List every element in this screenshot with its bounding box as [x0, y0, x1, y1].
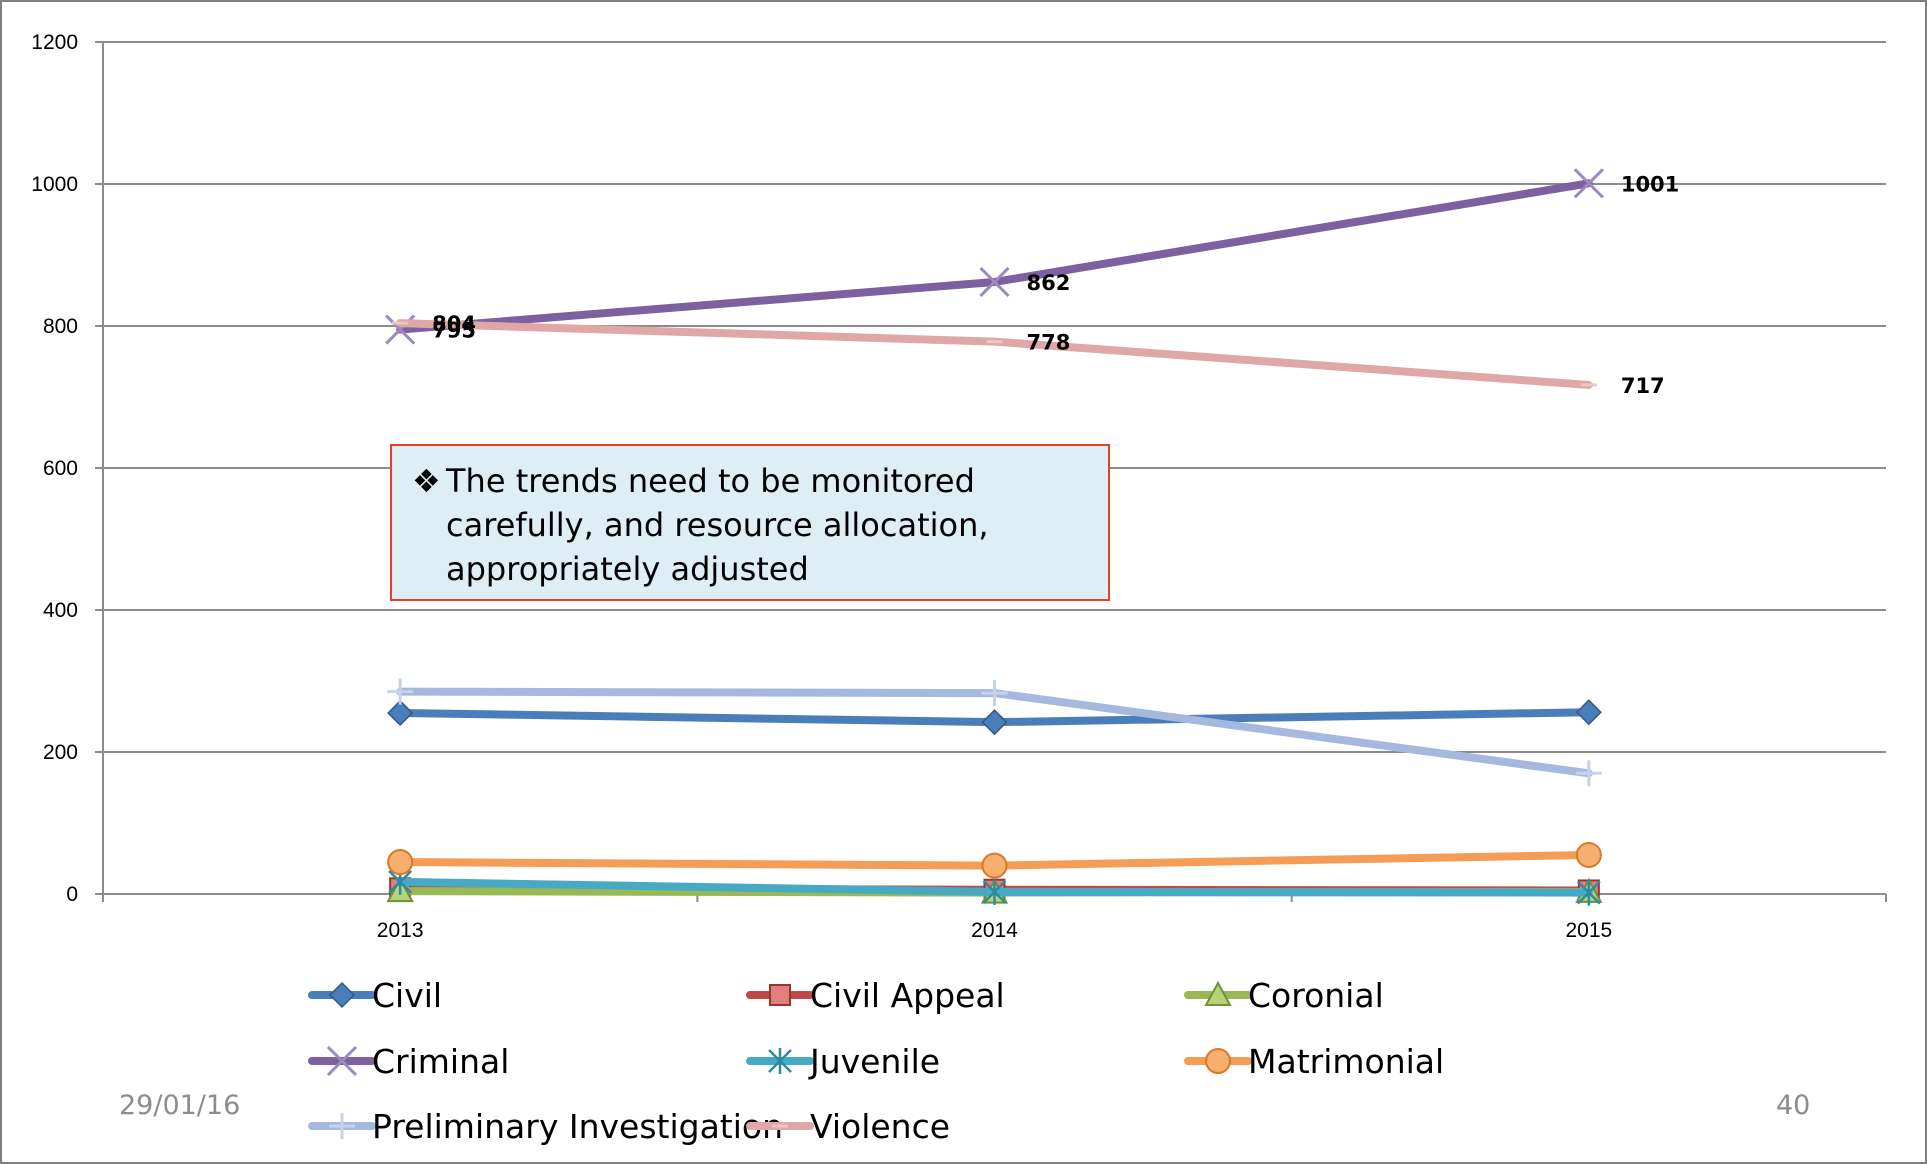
y-tick-label: 200: [43, 741, 78, 764]
data-label-criminal: 1001: [1621, 172, 1679, 196]
legend-label-juvenile: Juvenile: [808, 1042, 940, 1081]
legend-marker-juvenile: [768, 1048, 792, 1074]
note-box-background: [390, 444, 1110, 601]
data-labels: 795 862 1001 804 778 717: [432, 172, 1679, 398]
data-label-criminal: 862: [1027, 271, 1071, 295]
note-line-2: carefully, and resource allocation,: [446, 506, 989, 544]
series-matrimonial: [387, 841, 1602, 879]
legend-item-violence: Violence: [746, 1107, 950, 1146]
legend: Civil Civil Appeal Coronial Criminal Juvenil…: [308, 976, 1444, 1146]
point-matrimonial: [387, 849, 414, 876]
point-juvenile: [982, 878, 1007, 905]
point-preliminary-investigation: [387, 678, 414, 705]
point-criminal-stroke: [1573, 168, 1604, 199]
legend-marker-civil: [328, 981, 356, 1009]
legend-label-civil-appeal: Civil Appeal: [810, 976, 1005, 1015]
point-civil: [1575, 699, 1602, 726]
data-label-violence: 778: [1027, 331, 1071, 355]
y-tick-label: 1200: [31, 31, 78, 54]
legend-item-criminal: Criminal: [308, 1042, 509, 1081]
footer-page-number: 40: [1776, 1090, 1810, 1121]
legend-label-coronial: Coronial: [1248, 976, 1384, 1015]
legend-item-civil-appeal: Civil Appeal: [746, 976, 1005, 1015]
point-matrimonial: [981, 852, 1008, 879]
footer-date: 29/01/16: [119, 1090, 240, 1121]
legend-label-violence: Violence: [810, 1107, 950, 1146]
note-bullet-icon: ❖: [412, 462, 441, 500]
legend-item-juvenile: Juvenile: [746, 1042, 940, 1081]
point-criminal-stroke: [979, 266, 1010, 298]
legend-marker-matrimonial: [1205, 1048, 1231, 1074]
point-criminal: [979, 266, 1010, 298]
point-juvenile: [1576, 879, 1601, 906]
series-lines: [385, 168, 1604, 906]
point-matrimonial: [1575, 841, 1602, 868]
y-tick-label: 600: [43, 457, 78, 480]
legend-marker-criminal-stroke: [326, 1045, 358, 1077]
x-tick-label: 2015: [1565, 919, 1612, 942]
y-tick-label: 1000: [31, 173, 78, 196]
legend-item-coronial: Coronial: [1184, 976, 1384, 1015]
point-preliminary-investigation: [1575, 760, 1602, 787]
series-preliminary-investigation: [387, 678, 1602, 787]
legend-marker-preliminary-investigation: [329, 1113, 355, 1139]
legend-label-matrimonial: Matrimonial: [1248, 1042, 1444, 1081]
legend-marker-criminal: [326, 1045, 358, 1077]
y-tick-label: 400: [43, 599, 78, 622]
x-tick-label: 2013: [377, 919, 424, 942]
data-label-criminal: 795: [432, 319, 476, 343]
y-tick-label: 800: [43, 315, 78, 338]
series-violence: [392, 319, 1597, 389]
note-box: ❖ The trends need to be monitored carefu…: [390, 444, 1110, 601]
x-tick-label: 2014: [971, 919, 1018, 942]
y-tick-label: 0: [66, 883, 78, 906]
legend-marker-civil-appeal: [769, 984, 791, 1006]
series-juvenile: [388, 868, 1601, 906]
legend-item-matrimonial: Matrimonial: [1184, 1042, 1444, 1081]
point-civil: [981, 709, 1008, 736]
series-civil: [387, 699, 1602, 736]
legend-item-preliminary-investigation: Preliminary Investigation: [308, 1107, 783, 1146]
legend-item-civil: Civil: [308, 976, 442, 1015]
data-label-violence: 717: [1621, 374, 1665, 398]
data-label-violence: 804: [432, 312, 476, 336]
note-line-3: appropriately adjusted: [446, 550, 809, 588]
legend-marker-coronial: [1204, 980, 1232, 1006]
legend-label-criminal: Criminal: [372, 1042, 509, 1081]
series-criminal: [385, 168, 1604, 345]
point-criminal: [1573, 168, 1604, 199]
legend-label-civil: Civil: [372, 976, 442, 1015]
point-civil: [387, 699, 414, 727]
point-preliminary-investigation: [981, 680, 1008, 707]
note-line-1: The trends need to be monitored: [445, 462, 975, 500]
legend-label-preliminary-investigation: Preliminary Investigation: [372, 1107, 783, 1146]
